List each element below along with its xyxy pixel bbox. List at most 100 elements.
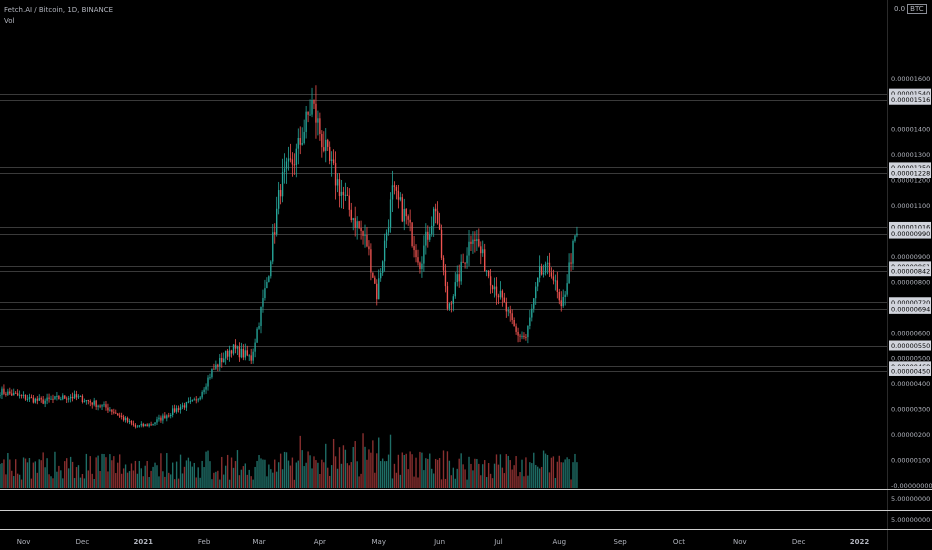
candle-body	[79, 395, 82, 397]
price-tick-label: 0.00000200	[891, 431, 930, 439]
candle-body	[517, 331, 519, 336]
candle-body	[281, 172, 284, 197]
volume-bar	[69, 456, 72, 488]
volume-bar	[240, 469, 243, 488]
candle-body	[199, 397, 201, 400]
price-level-label: 0.00000990	[891, 230, 930, 238]
candle-body	[152, 424, 154, 426]
candle-body	[356, 221, 358, 228]
candle-body	[15, 392, 17, 394]
volume-bar	[478, 463, 480, 488]
candle-body	[395, 186, 398, 191]
volume-bar	[538, 468, 541, 488]
time-axis-label: Nov	[17, 538, 31, 546]
candle-body	[323, 147, 325, 151]
candle-body	[493, 286, 496, 290]
volume-bar	[187, 457, 190, 488]
candle-body	[462, 261, 464, 263]
candle-body	[560, 300, 562, 307]
volume-bar	[134, 460, 137, 488]
candle-body	[487, 270, 490, 277]
candle-body	[421, 263, 423, 269]
candle-body	[403, 208, 405, 222]
candle-body	[111, 409, 113, 412]
candle-body	[244, 350, 246, 358]
candle-body	[238, 346, 241, 358]
volume-bar	[487, 463, 490, 488]
candle-body	[450, 303, 453, 305]
candle-body	[148, 424, 150, 427]
price-level-label: 0.00000842	[891, 268, 930, 276]
volume-bar	[173, 479, 176, 488]
candle-body	[544, 263, 547, 273]
volume-bar	[177, 478, 180, 488]
volume-bar	[54, 451, 56, 488]
volume-bar	[56, 471, 58, 488]
volume-bar	[360, 473, 362, 488]
volume-bar	[374, 472, 376, 488]
volume-bar	[223, 474, 225, 488]
candle-body	[93, 400, 95, 405]
volume-bar	[411, 454, 413, 488]
volume-bar	[154, 462, 156, 488]
candle-body	[105, 404, 107, 408]
volume-bar	[317, 462, 319, 488]
candle-body	[66, 398, 68, 400]
volume-bar	[46, 458, 48, 488]
volume-bar	[213, 472, 215, 488]
candle-body	[531, 308, 533, 318]
time-axis: Nov Dec 2021 Feb Mar Apr May Jun Jul Aug Sep Oct Nov…	[17, 538, 870, 546]
volume-bar	[485, 476, 488, 488]
volume-bar	[556, 461, 559, 488]
volume-bar	[15, 459, 17, 488]
volume-bar	[372, 440, 374, 488]
candle-body	[307, 111, 309, 115]
volume-bar	[215, 471, 217, 488]
volume-bar	[83, 478, 86, 488]
volume-bar	[431, 468, 433, 488]
volume-bar	[168, 472, 170, 488]
candle-body	[258, 325, 260, 329]
volume-bar	[226, 454, 229, 488]
volume-bar	[356, 461, 358, 488]
volume-bar	[544, 453, 547, 488]
candle-body	[254, 342, 256, 352]
candle-body	[497, 295, 500, 298]
volume-bar	[193, 462, 195, 488]
volume-bar	[458, 458, 460, 488]
candle-body	[113, 411, 115, 413]
volume-bar	[517, 476, 519, 488]
volume-bar	[119, 454, 121, 488]
volume-bar	[456, 468, 458, 488]
volume-bar	[81, 473, 84, 488]
price-level-label: 0.00000450	[891, 367, 930, 375]
volume-bar	[44, 467, 46, 488]
volume-label[interactable]: Vol	[4, 17, 15, 25]
candle-body	[315, 103, 317, 123]
candle-body	[417, 257, 419, 263]
volume-bar	[166, 453, 168, 488]
candle-body	[503, 297, 506, 303]
candle-body	[264, 288, 266, 299]
candle-body	[132, 423, 135, 425]
candle-body	[401, 197, 403, 222]
volume-bar	[60, 470, 62, 488]
currency-unit[interactable]: 0.0 BTC	[894, 4, 927, 14]
candle-body	[413, 246, 415, 251]
candle-body	[376, 283, 378, 300]
candle-body	[38, 398, 40, 401]
candle-body	[338, 179, 341, 196]
volume-bar	[501, 467, 504, 488]
price-level-label: 0.00001540	[891, 90, 930, 98]
volume-bar	[207, 450, 209, 488]
candle-body	[328, 146, 331, 161]
candle-body	[446, 286, 449, 309]
price-level-badge	[889, 88, 931, 99]
symbol-title[interactable]: Fetch.AI / Bitcoin, 1D, BINANCE	[4, 6, 114, 14]
candle-body	[146, 424, 148, 427]
time-axis-label: Oct	[673, 538, 685, 546]
candle-body	[187, 401, 190, 403]
volume-bar	[30, 478, 33, 488]
candle-body	[425, 231, 427, 246]
